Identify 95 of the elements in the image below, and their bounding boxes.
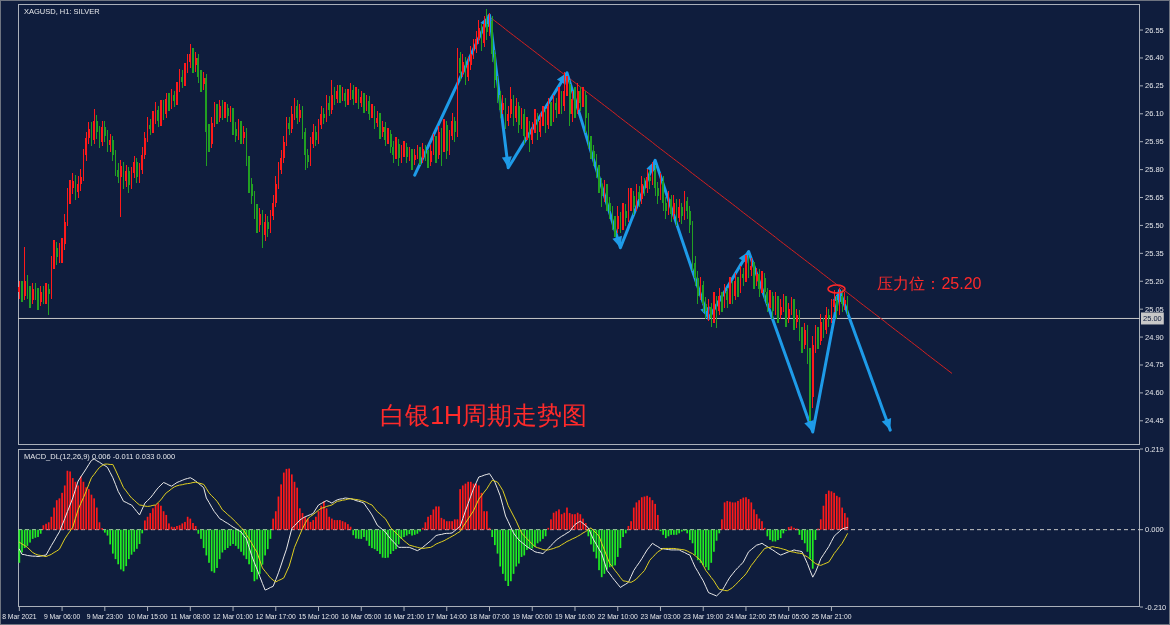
candlestick xyxy=(582,87,584,107)
candlestick xyxy=(224,102,226,119)
candlestick xyxy=(411,148,413,171)
candlestick xyxy=(785,295,787,327)
candlestick xyxy=(459,51,461,81)
candlestick xyxy=(387,128,389,145)
candlestick xyxy=(769,289,771,308)
candlestick xyxy=(395,137,397,160)
candlestick xyxy=(363,92,365,113)
candlestick xyxy=(109,133,112,152)
candlestick xyxy=(419,146,421,165)
candlestick xyxy=(555,98,558,119)
candlestick xyxy=(453,116,456,143)
candlestick xyxy=(136,157,138,184)
candlestick xyxy=(435,135,437,163)
candlestick xyxy=(841,289,843,312)
candlestick xyxy=(681,202,683,225)
candlestick xyxy=(443,118,445,152)
annotation: 白银1H周期走势图 xyxy=(380,401,588,430)
candlestick xyxy=(523,109,526,145)
candlestick xyxy=(640,176,643,204)
candlestick xyxy=(371,103,373,119)
candlestick xyxy=(502,94,504,115)
candlestick xyxy=(547,98,550,130)
candlestick xyxy=(168,92,170,111)
candlestick xyxy=(579,87,582,111)
candlestick xyxy=(771,291,774,320)
candlestick xyxy=(379,113,381,139)
candlestick xyxy=(355,87,357,104)
candlestick xyxy=(128,167,130,193)
candlestick xyxy=(795,308,798,329)
candlestick xyxy=(518,102,520,133)
candlestick xyxy=(515,98,518,122)
candlestick xyxy=(323,107,325,124)
candlestick xyxy=(461,53,464,78)
candlestick xyxy=(437,126,440,160)
candlestick xyxy=(526,116,528,141)
candlestick xyxy=(192,48,194,74)
candlestick xyxy=(485,8,488,40)
candlestick xyxy=(21,280,23,303)
candlestick xyxy=(218,100,221,122)
candlestick xyxy=(194,51,197,72)
candlestick xyxy=(315,126,317,147)
candlestick xyxy=(55,241,58,266)
candlestick xyxy=(331,79,333,115)
candlestick xyxy=(240,120,242,145)
candlestick xyxy=(721,291,723,312)
candlestick xyxy=(157,105,160,128)
candlestick xyxy=(296,100,299,124)
candlestick xyxy=(264,213,266,241)
candlestick xyxy=(258,208,261,232)
candlestick xyxy=(672,195,675,219)
candlestick xyxy=(558,87,560,115)
candlestick xyxy=(713,291,715,323)
candlestick xyxy=(298,103,301,122)
candlestick xyxy=(165,92,168,119)
candlestick xyxy=(160,100,162,126)
candlestick xyxy=(817,327,819,349)
candlestick xyxy=(777,295,779,323)
candlestick xyxy=(819,314,822,346)
candlestick xyxy=(638,185,640,208)
candlestick xyxy=(120,159,122,217)
candlestick xyxy=(47,284,50,316)
candlestick xyxy=(23,247,26,301)
candlestick xyxy=(45,282,47,305)
candlestick xyxy=(726,288,729,308)
candlestick xyxy=(622,202,624,230)
annotation: 压力位：25.20 xyxy=(877,274,982,292)
candlestick xyxy=(734,273,737,301)
candlestick xyxy=(574,87,576,119)
candlestick xyxy=(745,254,747,282)
candlestick xyxy=(670,195,673,223)
candlestick xyxy=(563,72,566,111)
candlestick xyxy=(825,306,827,334)
candlestick xyxy=(339,85,341,104)
candlestick xyxy=(576,83,579,115)
candlestick xyxy=(793,299,795,331)
candlestick xyxy=(646,169,648,193)
candlestick xyxy=(93,109,95,145)
candlestick xyxy=(678,198,681,223)
candlestick xyxy=(101,120,103,147)
candlestick xyxy=(571,90,574,122)
candlestick xyxy=(803,323,806,349)
candlestick xyxy=(729,276,731,305)
candlestick xyxy=(761,271,763,294)
candlestick xyxy=(753,262,755,290)
candlestick xyxy=(216,103,218,124)
candlestick xyxy=(624,204,627,227)
candlestick xyxy=(737,276,739,297)
candlestick xyxy=(632,191,635,215)
candlestick xyxy=(288,116,290,135)
candlestick xyxy=(710,302,713,327)
candlestick xyxy=(550,102,552,126)
candlestick xyxy=(616,206,619,234)
candlestick xyxy=(266,215,269,238)
